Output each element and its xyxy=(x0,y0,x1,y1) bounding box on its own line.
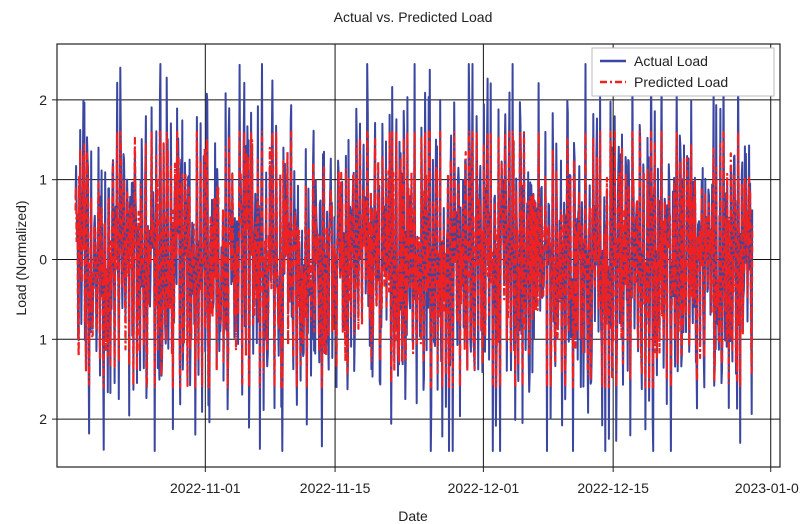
legend-box xyxy=(591,47,775,97)
y-axis-label: Load (Normalized) xyxy=(13,200,29,315)
x-tick-label: 2022-11-01 xyxy=(170,480,241,496)
y-ticks: 2 1 0 1 2 xyxy=(39,92,57,427)
legend: Actual Load Predicted Load xyxy=(591,47,775,97)
x-tick-label: 2022-12-15 xyxy=(577,480,649,496)
x-tick-label: 2022-12-01 xyxy=(448,480,520,496)
y-tick-label: 1 xyxy=(39,172,47,188)
x-axis-label: Date xyxy=(398,508,428,524)
legend-label-predicted: Predicted Load xyxy=(634,74,728,90)
x-ticks: 2022-11-01 2022-11-15 2022-12-01 2022-12-15… xyxy=(170,467,800,496)
x-tick-label: 2023-01-01 xyxy=(735,480,800,496)
plot-frame xyxy=(56,43,781,468)
chart-title: Actual vs. Predicted Load xyxy=(334,9,493,25)
y-tick-label: 0 xyxy=(39,251,47,267)
x-tick-label: 2022-11-15 xyxy=(300,480,371,496)
legend-label-actual: Actual Load xyxy=(634,53,708,69)
y-tick-label: 1 xyxy=(39,331,47,347)
series-predicted-load xyxy=(74,130,754,389)
line-predicted-load xyxy=(74,130,754,389)
y-tick-label: 2 xyxy=(39,411,47,427)
y-tick-label: 2 xyxy=(39,92,47,108)
